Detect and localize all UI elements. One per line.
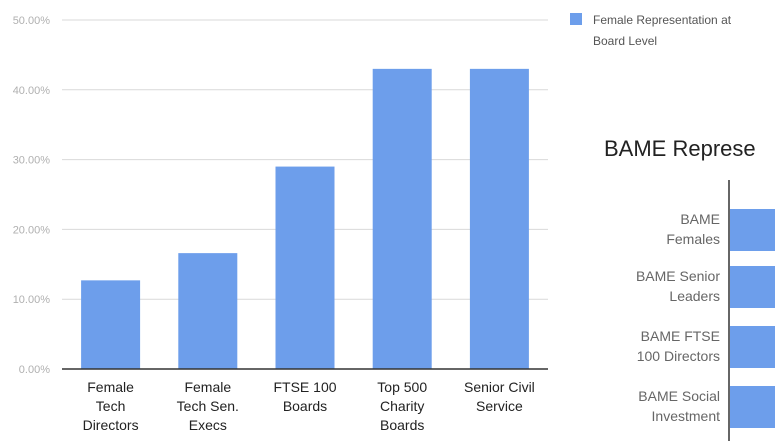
bars — [81, 68, 529, 370]
y-tick-label: 40.00% — [13, 85, 51, 97]
bar — [275, 166, 335, 369]
horizontal-bar — [730, 386, 775, 428]
y-axis-ticks: 0.00% 10.00% 20.00% 30.00% 40.00% 50.00% — [13, 15, 51, 376]
y-category-label: BAME Senior Leaders — [636, 268, 720, 304]
horizontal-bar — [730, 266, 775, 308]
x-axis-categories: Female Tech Directors Female Tech Sen. Execs F… — [83, 379, 535, 433]
x-category-label: Female Tech Directors — [83, 379, 139, 433]
female-representation-chart: 0.00% 10.00% 20.00% 30.00% 40.00% 50.00% Fema… — [13, 15, 548, 433]
horizontal-bar — [730, 209, 775, 251]
legend-label-line1: Female Representation at — [593, 13, 732, 27]
y-tick-label: 0.00% — [19, 364, 50, 376]
y-tick-label: 20.00% — [13, 224, 51, 236]
x-category-label: FTSE 100 Boards — [273, 379, 336, 414]
gridlines — [62, 19, 548, 300]
legend-swatch — [570, 13, 582, 25]
x-category-label: Senior Civil Service — [464, 379, 535, 414]
y-tick-label: 30.00% — [13, 155, 51, 167]
horizontal-bars — [730, 209, 775, 428]
bar — [178, 253, 238, 369]
legend-label-line2: Board Level — [593, 34, 657, 48]
y-tick-label: 50.00% — [13, 15, 51, 27]
bar — [81, 280, 141, 369]
y-category-label: BAME FTSE 100 Directors — [637, 328, 720, 364]
bar — [469, 68, 529, 370]
x-category-label: Top 500 Charity Boards — [377, 379, 427, 433]
y-tick-label: 10.00% — [13, 294, 51, 306]
chart-title: BAME Represe — [604, 136, 756, 161]
x-category-label: Female Tech Sen. Execs — [177, 379, 239, 433]
bar — [372, 68, 432, 370]
y-axis-categories: BAME Females BAME Senior Leaders BAME FTSE 10… — [636, 211, 720, 424]
y-category-label: BAME Social Investment — [638, 388, 720, 424]
horizontal-bar — [730, 326, 775, 368]
y-category-label: BAME Females — [666, 211, 720, 247]
